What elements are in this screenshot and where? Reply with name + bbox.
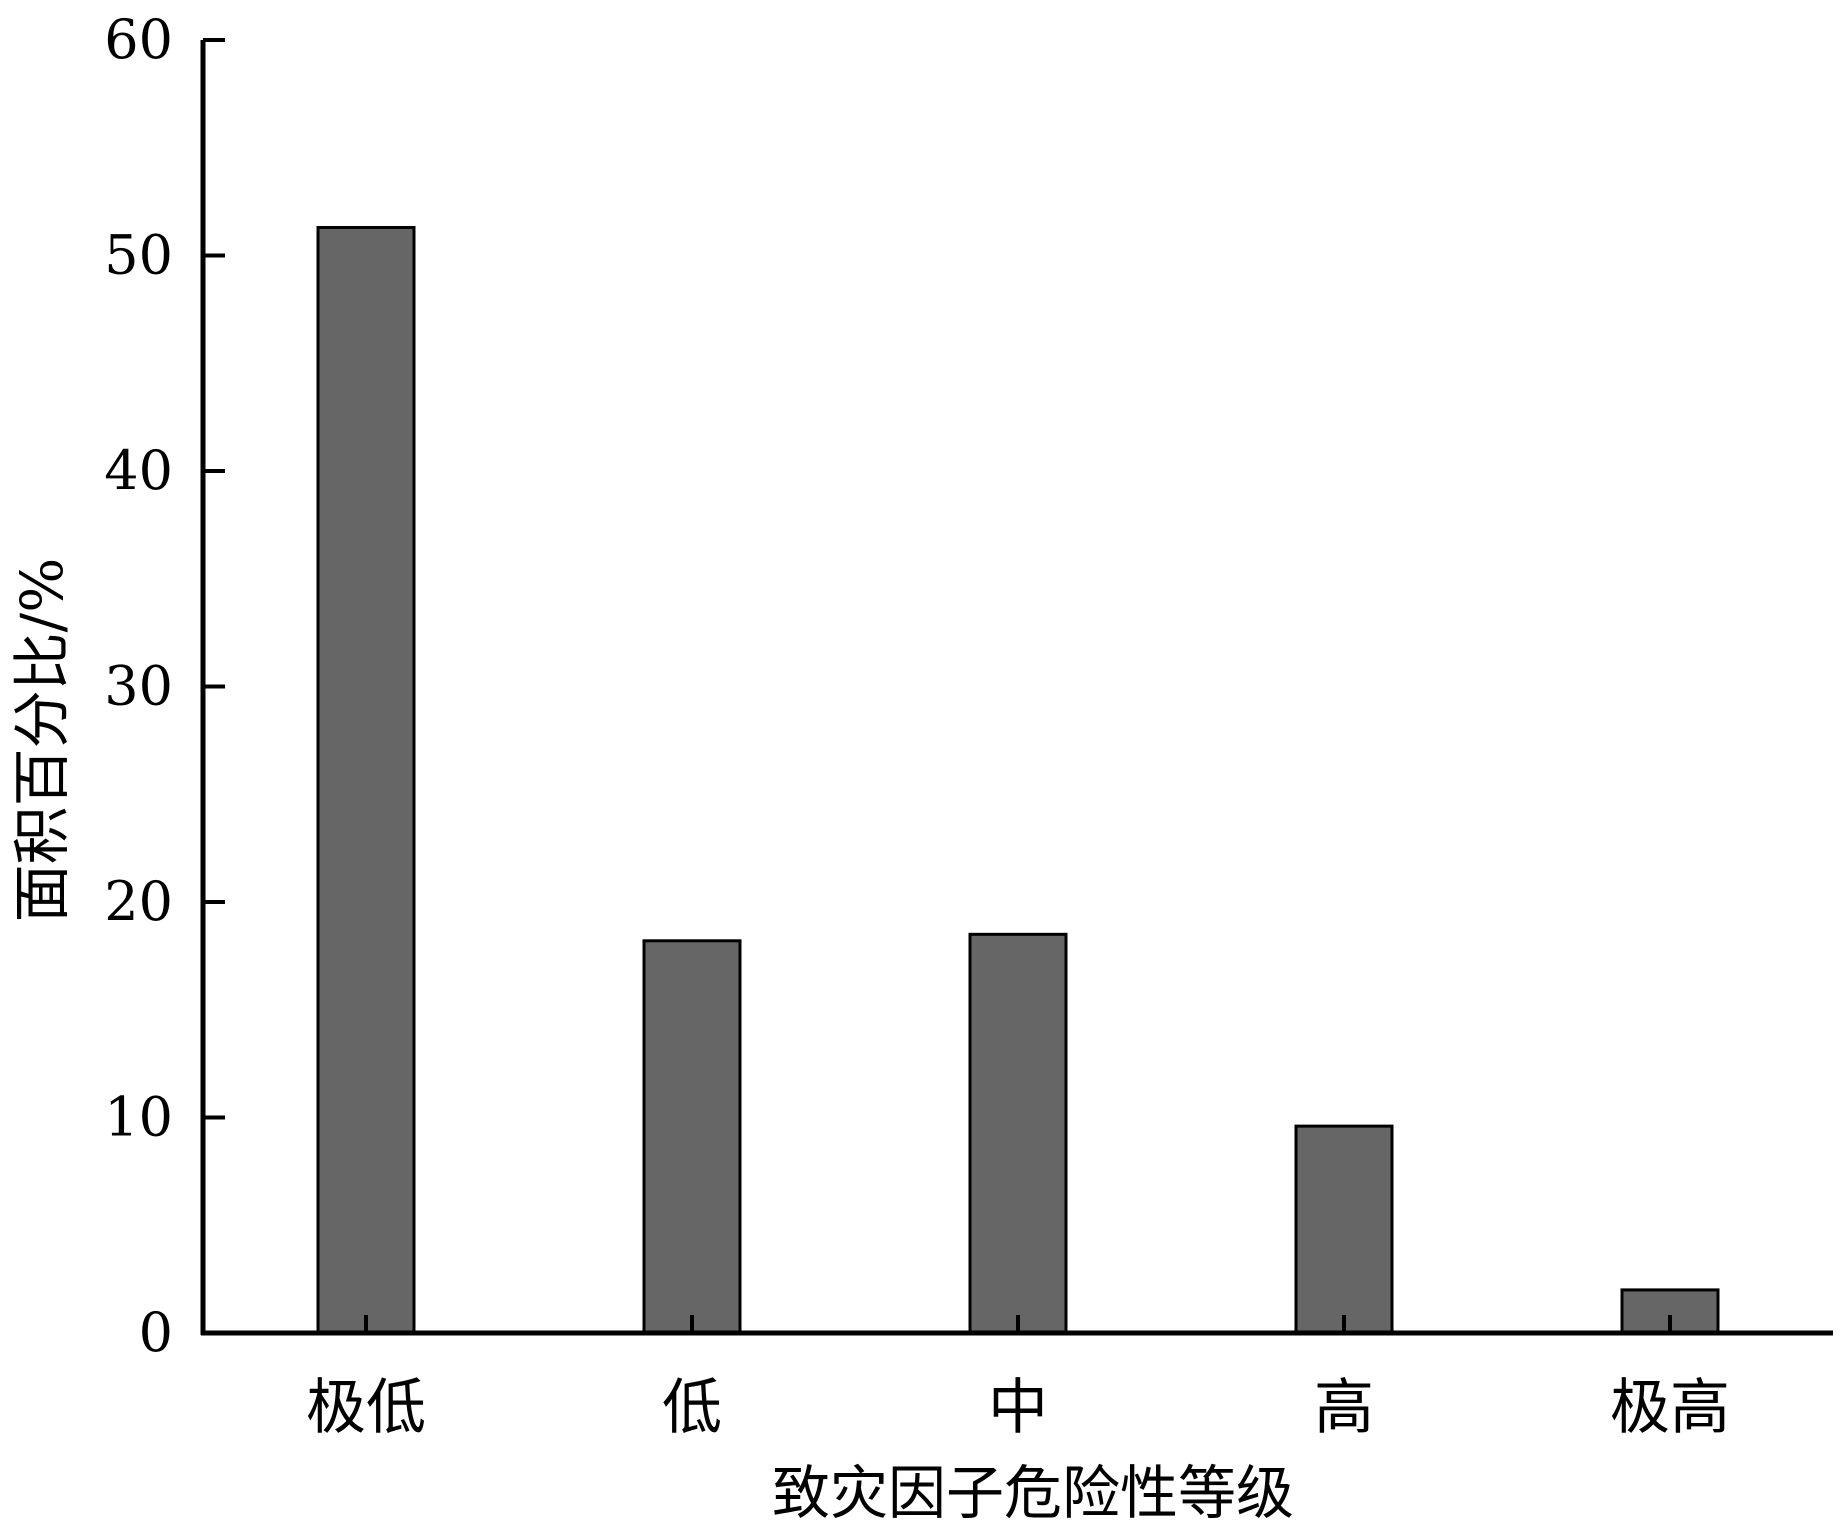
y-tick-label: 60: [104, 8, 173, 71]
x-tick-label: 极低: [306, 1373, 426, 1443]
y-ticks: 0 10 20 30 40 50 60: [104, 8, 225, 1364]
bars-layer: [316, 225, 1720, 1335]
y-tick-label: 20: [104, 870, 173, 933]
x-tick-label: 极高: [1610, 1373, 1730, 1443]
y-tick-label: 40: [104, 439, 173, 502]
y-tick-label: 50: [104, 224, 173, 287]
bar-1: [316, 225, 416, 1335]
bar-2: [642, 939, 742, 1335]
x-tick-label: 低: [662, 1373, 722, 1443]
y-tick-label: 0: [139, 1301, 173, 1364]
x-tick-label: 高: [1314, 1373, 1374, 1443]
y-axis-label: 面积百分比/%: [8, 558, 76, 923]
bar-4: [1294, 1124, 1394, 1335]
x-axis-label: 致灾因子危险性等级: [772, 1459, 1294, 1527]
bar-3: [968, 932, 1068, 1335]
x-tick-label: 中: [988, 1373, 1048, 1443]
x-ticks: 极低 低 中 高 极高: [306, 1315, 1730, 1443]
y-tick-label: 30: [104, 655, 173, 718]
y-tick-label: 10: [104, 1086, 173, 1149]
